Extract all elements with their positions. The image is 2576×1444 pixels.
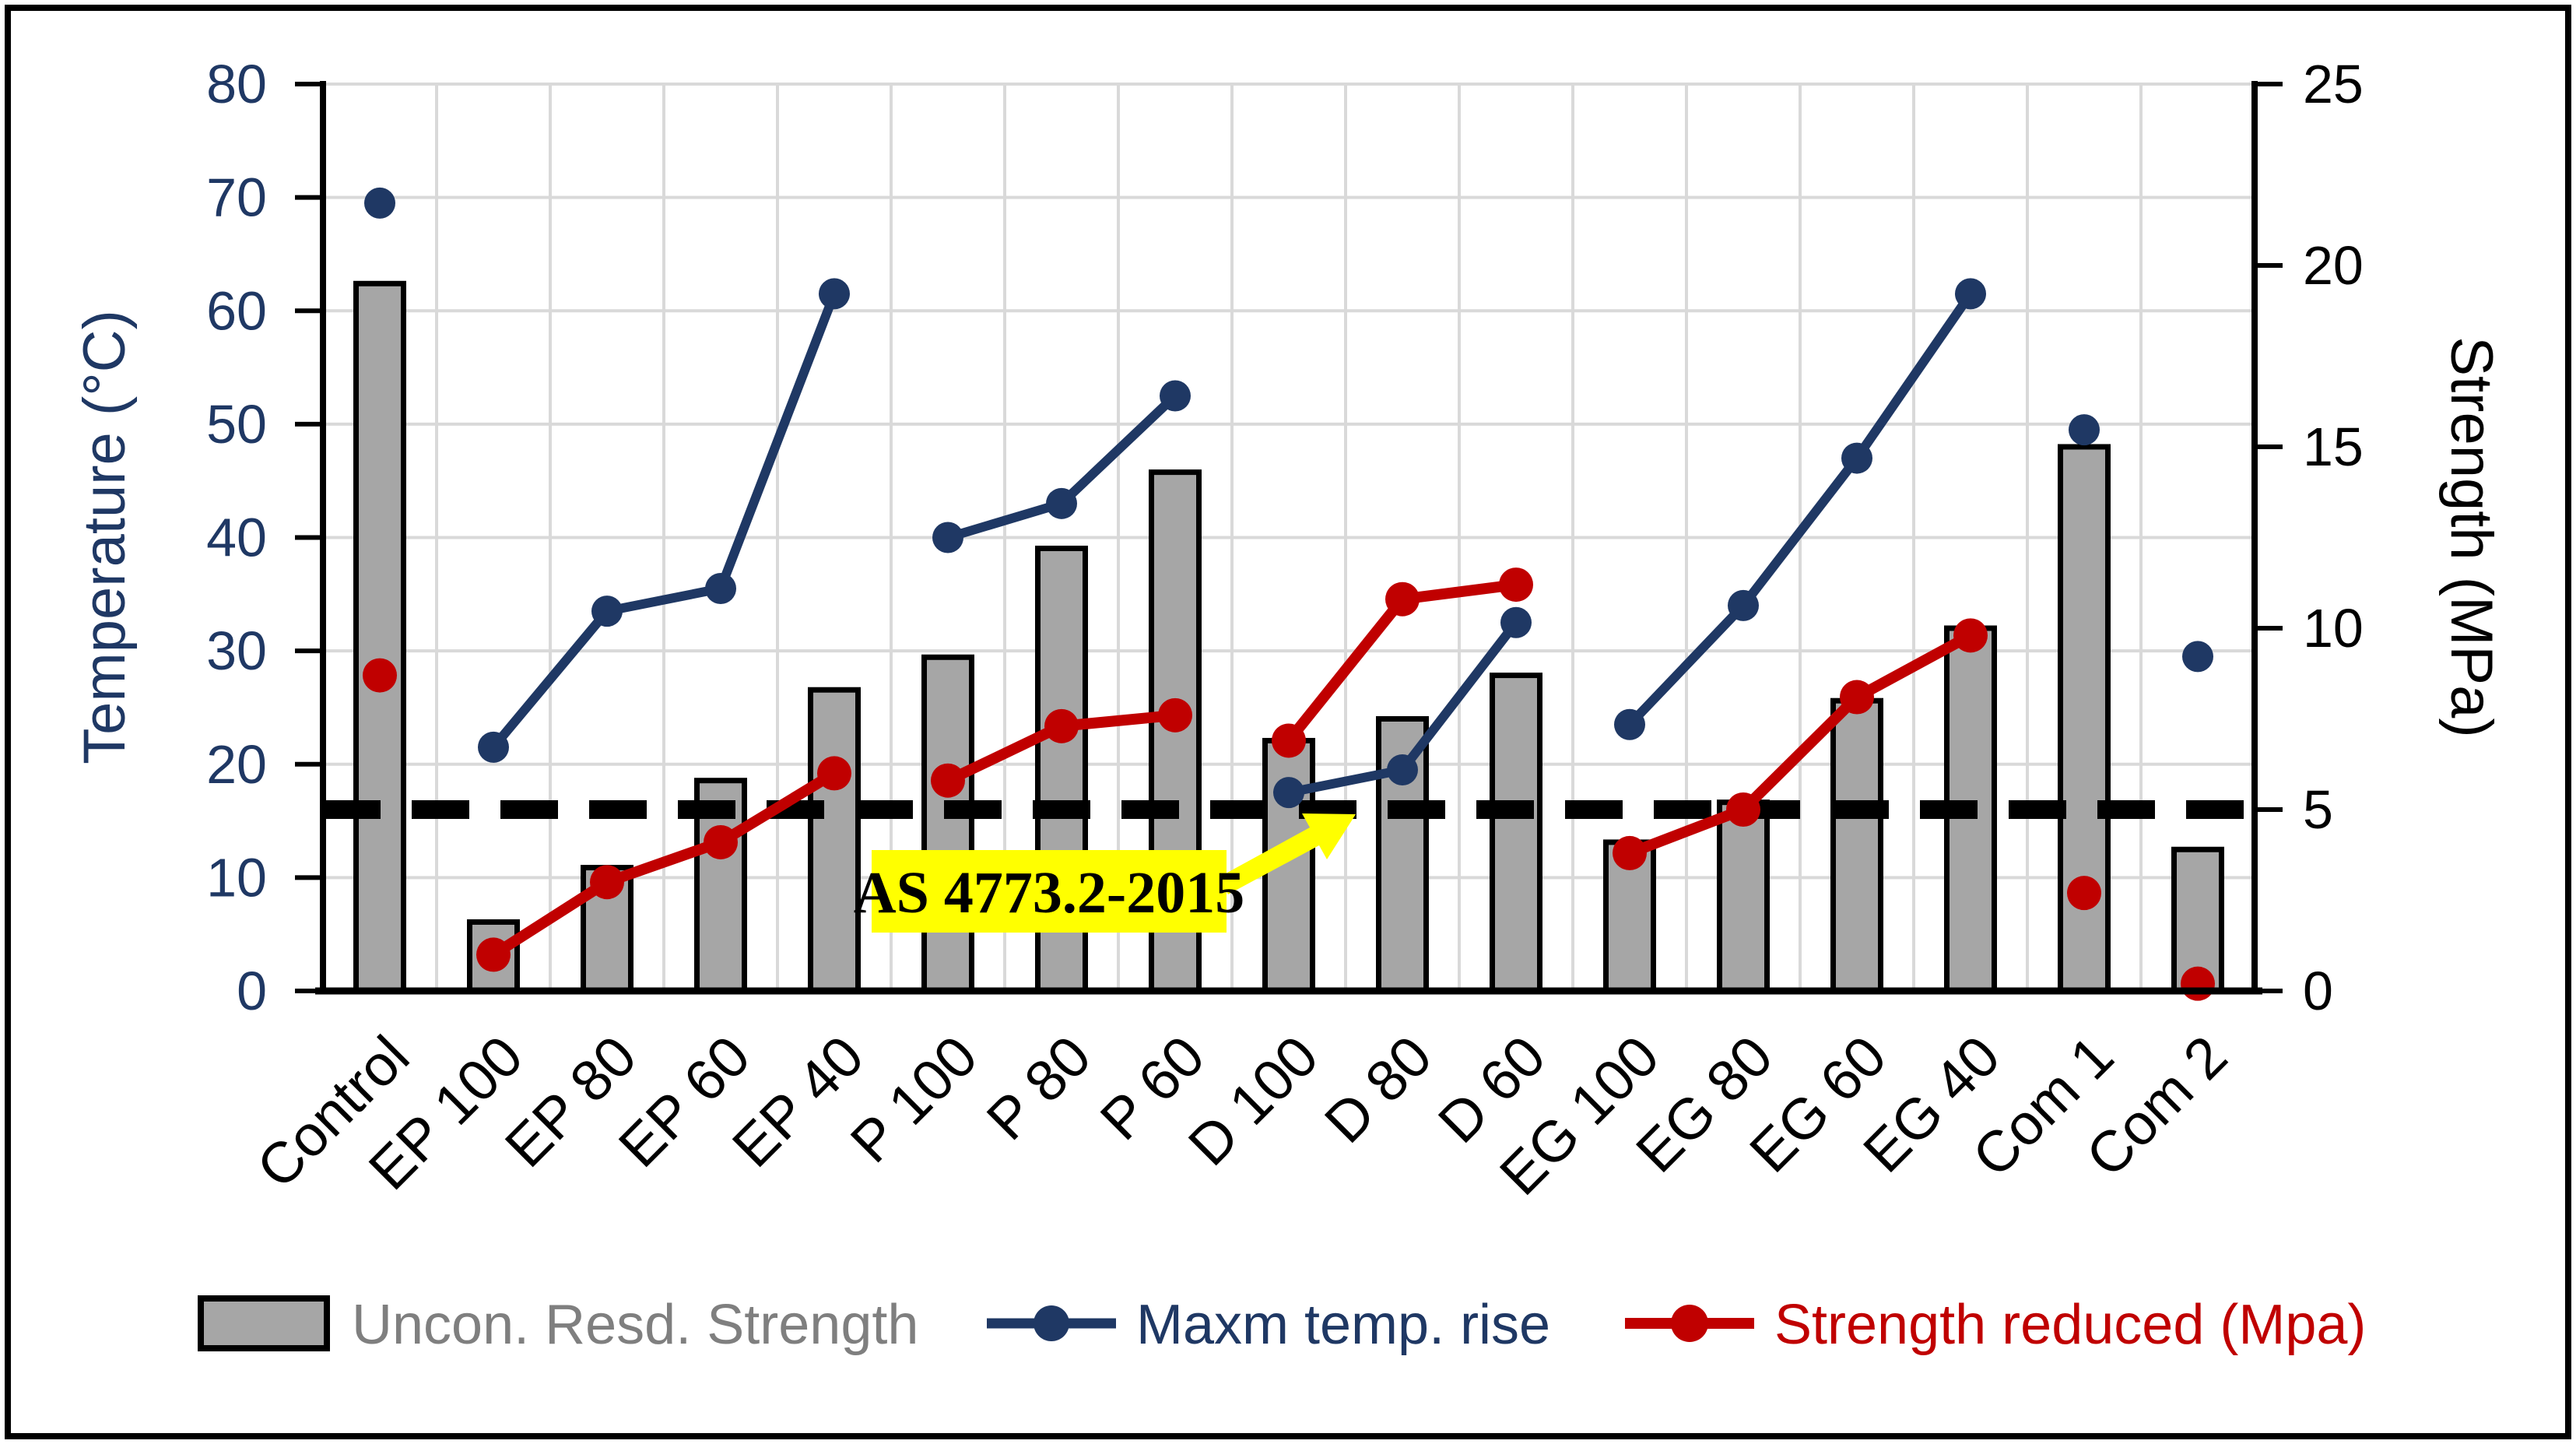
bars-layer [353, 280, 2224, 994]
bar-Control [353, 280, 406, 994]
left-tick-label-70: 70 [206, 167, 267, 228]
strength-reduced-point-P-100 [931, 763, 965, 798]
left-tick-label-80: 80 [206, 54, 267, 114]
axes-layer [295, 81, 2283, 995]
x-label-D-80: D 80 [1312, 1024, 1444, 1155]
strength-reduced-point-EG-40 [1953, 618, 1988, 653]
legend-label-temp: Maxm temp. rise [1136, 1294, 1550, 1356]
strength-reduced-segment [488, 768, 840, 961]
x-label-P-80: P 80 [974, 1024, 1103, 1152]
left-tick-label-40: 40 [206, 508, 267, 568]
strength-reduced-point-EP-60 [704, 824, 738, 859]
strength-reduced-point-EG-100 [1613, 835, 1647, 870]
max-temp-rise-point-Com-2 [2182, 641, 2213, 673]
right-tick-label-0: 0 [2303, 961, 2333, 1021]
strength-reduced-segment [1624, 630, 1976, 859]
bar-P-100 [921, 654, 974, 994]
strength-reduced-point-EP-100 [476, 937, 511, 972]
x-label-EP-80: EP 80 [493, 1024, 648, 1179]
legend-bar-swatch [198, 1295, 330, 1351]
strength-reduced-point-Control [363, 658, 397, 693]
strength-reduced-point-EG-80 [1726, 792, 1760, 827]
max-temp-rise-point-D-100 [1273, 777, 1304, 809]
max-temp-rise-point-EG-100 [1614, 708, 1645, 740]
annotation-arrow-icon [1219, 813, 1356, 894]
max-temp-rise-point-EP-60 [705, 573, 736, 605]
strength-reduced-point-Com-1 [2067, 876, 2101, 911]
threshold-annotation: AS 4773.2-2015 [854, 813, 1356, 933]
strength-reduced-point-P-60 [1158, 697, 1192, 733]
right-tick-label-20: 20 [2303, 235, 2364, 296]
max-temp-rise-point-Control [364, 187, 395, 219]
strength-reduced-point-D-60 [1499, 567, 1533, 603]
left-tick-label-50: 50 [206, 394, 267, 455]
strength-reduced-point-Com-2 [2181, 966, 2215, 1001]
figure-border [5, 5, 2571, 1439]
bar-D-60 [1490, 673, 1542, 994]
annotation-highlight [872, 850, 1227, 933]
right-tick-label-10: 10 [2303, 598, 2364, 659]
max-temp-rise-point-EP-80 [591, 596, 623, 627]
strength-reduced-point-D-80 [1385, 581, 1420, 617]
max-temp-rise-point-D-80 [1387, 754, 1418, 786]
left-tick-label-60: 60 [206, 280, 267, 341]
right-tick-label-15: 15 [2303, 416, 2364, 477]
left-tick-label-0: 0 [237, 961, 267, 1021]
right-tick-label-25: 25 [2303, 54, 2364, 114]
max-temp-rise-point-P-60 [1160, 380, 1191, 412]
max-temp-rise-segment [1625, 289, 1975, 729]
strength-reduced-point-P-80 [1044, 708, 1079, 743]
max-temp-rise-segment [489, 289, 839, 752]
bar-EP-40 [808, 687, 861, 994]
max-temp-rise-point-EP-40 [819, 278, 850, 310]
max-temp-rise-point-EP-100 [478, 731, 509, 763]
max-temp-rise-point-P-100 [932, 522, 963, 553]
max-temp-rise-point-P-80 [1046, 487, 1077, 519]
x-label-D-100: D 100 [1176, 1024, 1330, 1178]
left-tick-label-30: 30 [206, 620, 267, 681]
legend-navy-dot-icon [1034, 1305, 1069, 1341]
x-label-EP-60: EP 60 [606, 1024, 762, 1179]
max-temp-rise-point-EG-60 [1841, 442, 1872, 474]
annotation-label: AS 4773.2-2015 [854, 860, 1244, 926]
max-temp-rise-point-EG-40 [1955, 278, 1986, 310]
max-temp-rise-point-D-60 [1500, 606, 1532, 638]
left-tick-label-10: 10 [206, 847, 267, 908]
strength-reduced-point-EP-80 [590, 865, 624, 900]
legend-label-strength-reduced: Strength reduced (Mpa) [1774, 1294, 2366, 1356]
left-axis-title: Temperature (°C) [72, 310, 138, 764]
bar-EG-80 [1717, 799, 1770, 994]
strength-reduced-point-EP-40 [817, 756, 851, 791]
strength-reduced-point-EG-60 [1840, 680, 1874, 715]
bar-Com-2 [2171, 846, 2224, 994]
bar-EP-60 [694, 778, 747, 994]
legend-red-dot-icon [1671, 1305, 1708, 1342]
right-tick-label-5: 5 [2303, 779, 2333, 840]
line-series-layer [363, 187, 2215, 1001]
max-temp-rise-point-Com-1 [2069, 414, 2100, 446]
legend-label-bars: Uncon. Resd. Strength [352, 1294, 918, 1356]
x-label-P-100: P 100 [838, 1024, 989, 1175]
x-label-EP-40: EP 40 [720, 1024, 876, 1179]
bar-EG-60 [1830, 697, 1883, 994]
legend: Uncon. Resd. Strength Maxm temp. rise St… [198, 1294, 2366, 1356]
right-axis-title: Strength (MPa) [2438, 336, 2504, 737]
strength-reduced-point-D-100 [1272, 723, 1306, 758]
max-temp-rise-point-EG-80 [1728, 589, 1759, 621]
left-tick-label-20: 20 [206, 734, 267, 795]
